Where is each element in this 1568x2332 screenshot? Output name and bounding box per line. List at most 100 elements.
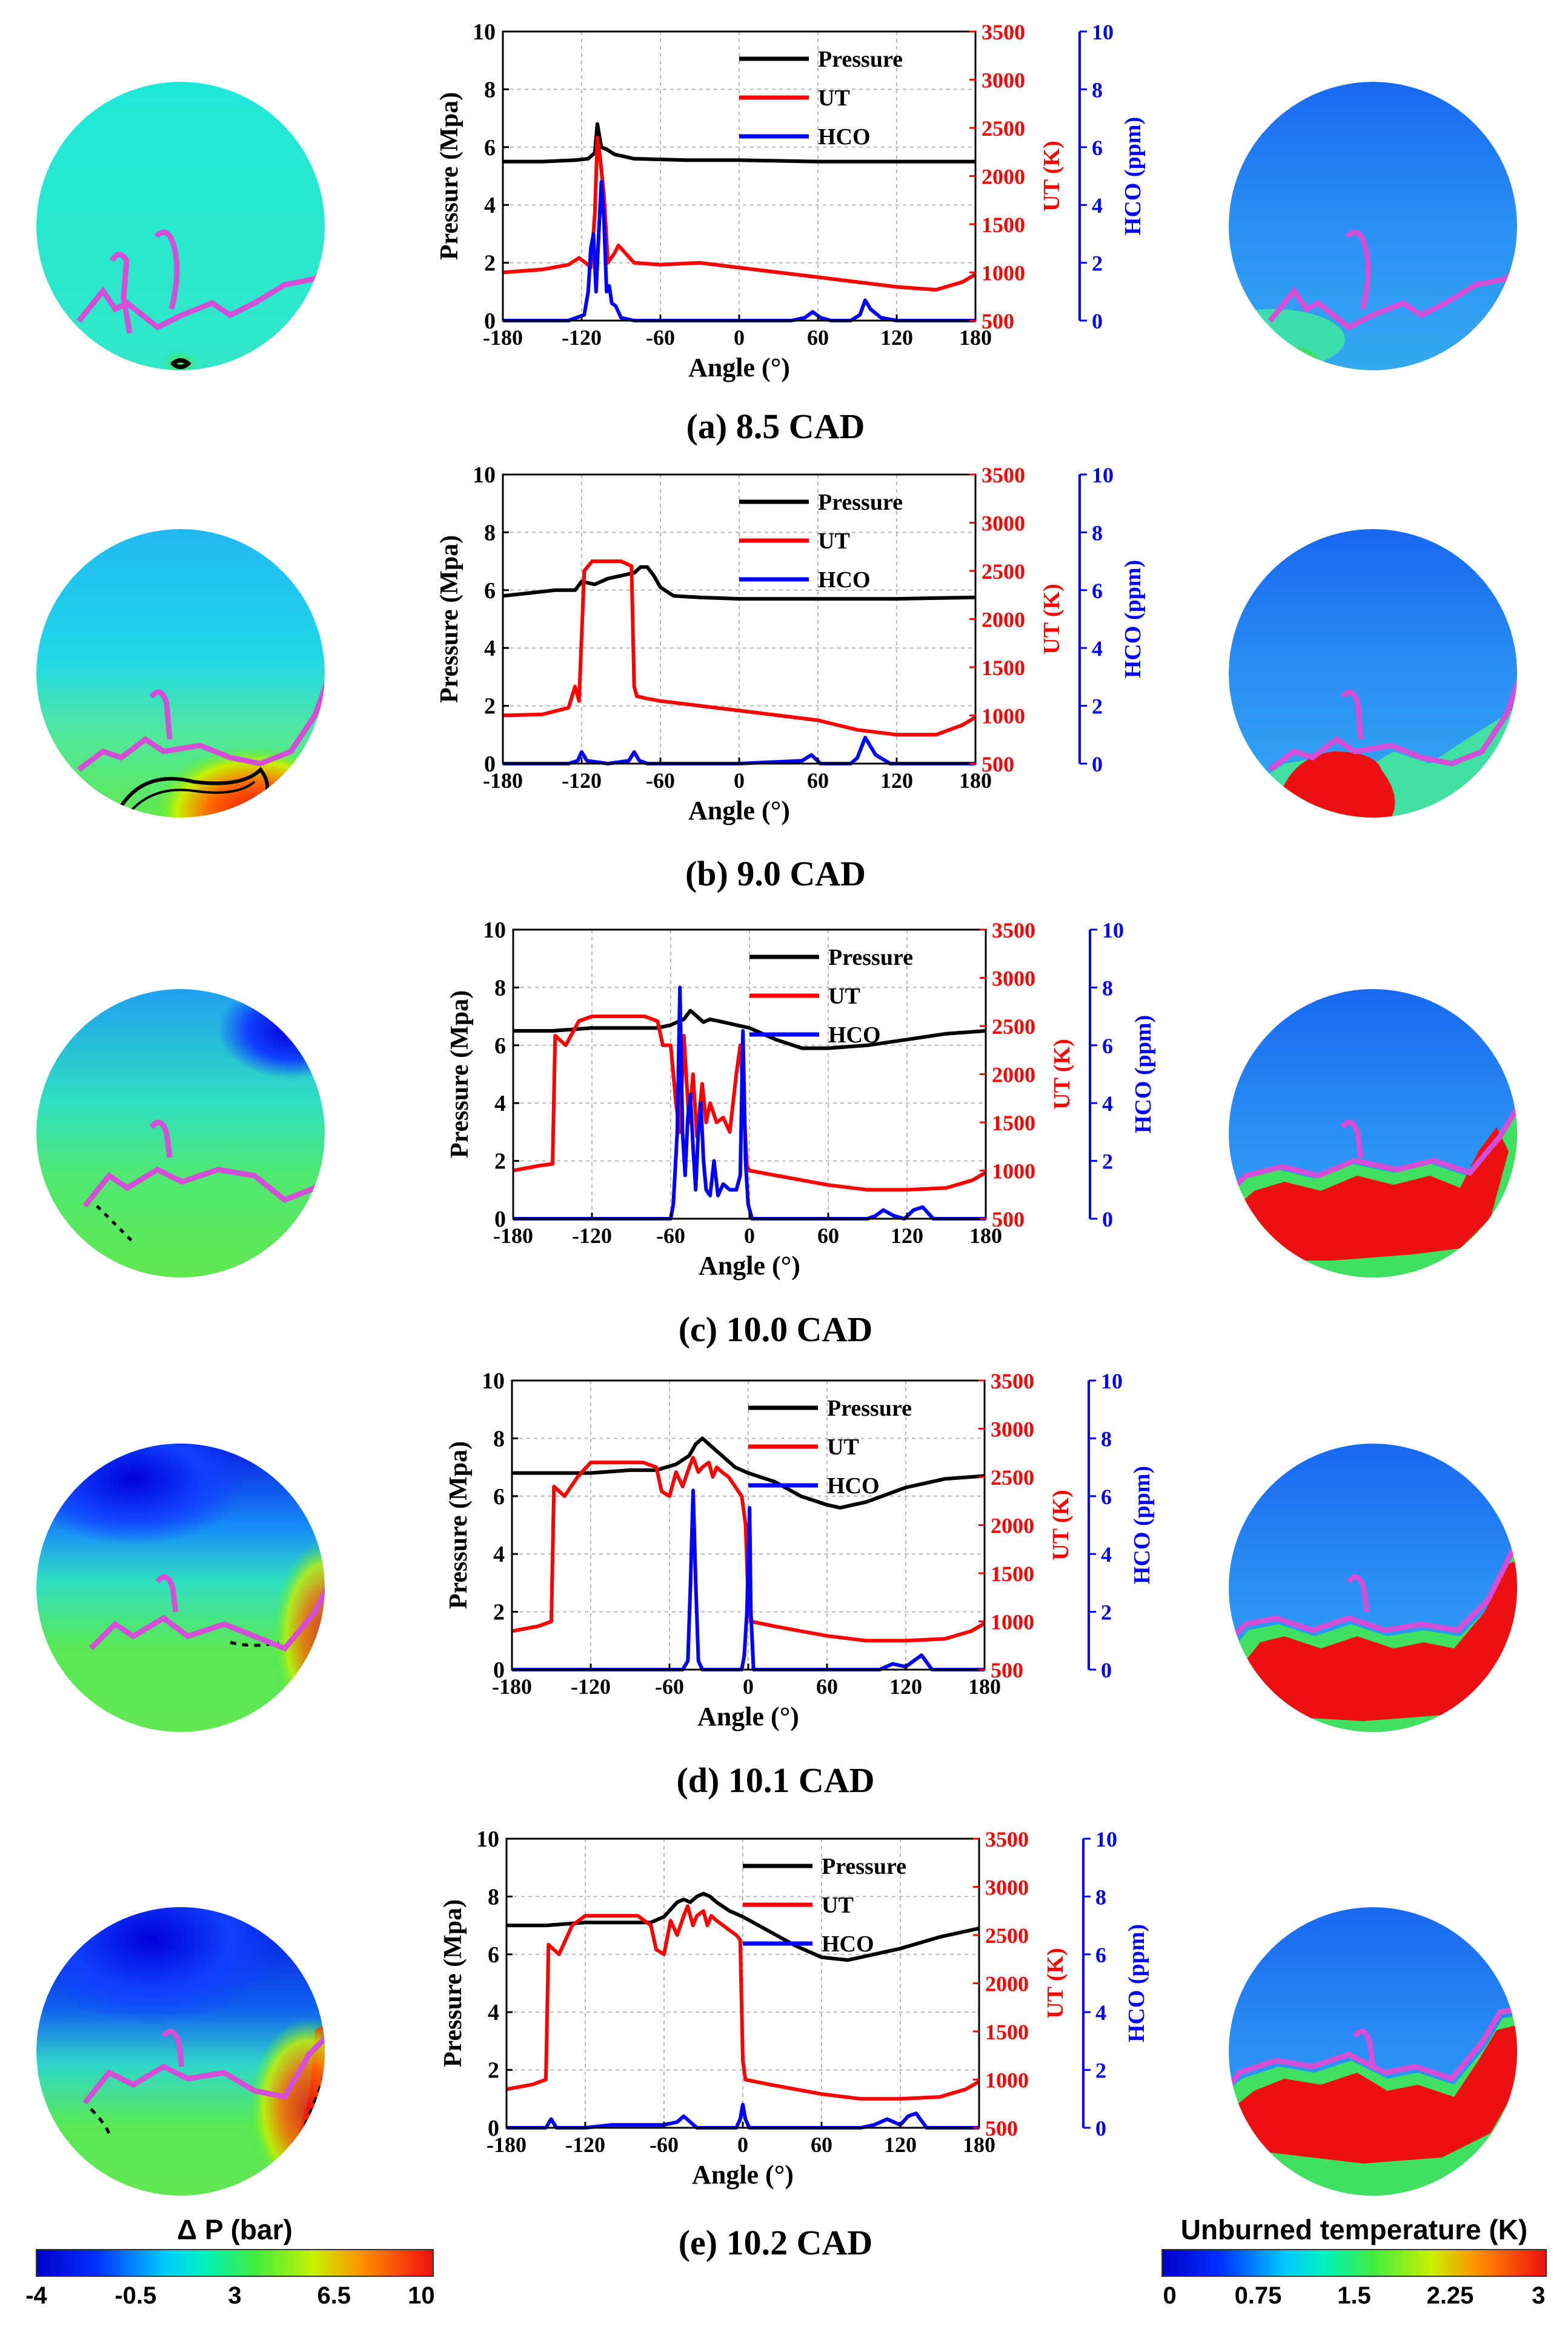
caption-c: (c) 10.0 CAD	[678, 1310, 873, 1349]
plot-frame	[512, 928, 987, 1220]
hco-tick-label: 0	[1092, 752, 1103, 776]
ut-tick-label: 2500	[992, 1014, 1035, 1039]
series-line-pressure	[507, 1891, 980, 1962]
pressure-contour-map-a	[36, 82, 325, 370]
ut-tick-label: 500	[992, 1207, 1025, 1231]
legend-label-ut: UT	[818, 85, 850, 111]
pressure-tick-label: 0	[484, 751, 496, 777]
hco-axis-label: HCO (ppm)	[1120, 117, 1146, 235]
hco-tick-label: 2	[1102, 1150, 1113, 1174]
x-tick-label: -180	[493, 1224, 533, 1248]
temperature-contour-map-d	[1229, 1444, 1517, 1732]
pressure-tick-label: 10	[473, 462, 496, 488]
hco-tick-label: 6	[1101, 1485, 1112, 1509]
pressure-tick-label: 10	[476, 1827, 499, 1852]
colorbar-right-ticks: 0 0.75 1.5 2.25 3	[1162, 2282, 1546, 2313]
ut-tick-label: 1500	[982, 656, 1025, 680]
x-tick-label: 180	[968, 1674, 1001, 1699]
caption-d: (d) 10.1 CAD	[676, 1761, 875, 1800]
pressure-axis-label: Pressure (Mpa)	[436, 92, 463, 260]
legend-label-ut: UT	[822, 1893, 854, 1918]
colorbar-left-ticks: -4 -0.5 3 6.5 10	[25, 2282, 435, 2313]
ut-tick-label: 1500	[992, 1111, 1035, 1135]
pressure-contour-map-b	[36, 529, 325, 818]
pressure-contour-map-e	[36, 1907, 325, 2196]
x-tick-label: 180	[963, 2133, 995, 2157]
pressure-axis-label: Pressure (Mpa)	[445, 1441, 473, 1609]
x-tick-label: 120	[880, 325, 913, 350]
colorbar-right	[1161, 2249, 1547, 2277]
hco-tick-label: 6	[1102, 1034, 1113, 1058]
x-tick-label: -180	[483, 768, 523, 793]
ut-tick-label: 3000	[982, 68, 1025, 93]
hco-tick-label: 2	[1092, 252, 1103, 276]
pressure-axis-label: Pressure (Mpa)	[439, 1899, 467, 2067]
series-line-hco	[503, 180, 975, 322]
hco-tick-label: 0	[1095, 2116, 1106, 2140]
legend-label-pressure: Pressure	[828, 945, 913, 970]
hco-axis-label: HCO (ppm)	[1124, 1924, 1149, 2042]
hco-tick-label: 10	[1101, 1369, 1123, 1393]
colorbar-left-tick: 6.5	[317, 2282, 351, 2309]
series-line-pressure	[503, 122, 975, 164]
x-tick-label: 120	[889, 1674, 922, 1699]
ut-tick-label: 3500	[991, 1369, 1034, 1393]
x-tick-label: 60	[807, 325, 829, 350]
x-tick-label: -60	[649, 2133, 679, 2157]
x-tick-label: 0	[737, 2133, 748, 2157]
legend-label-pressure: Pressure	[818, 490, 903, 515]
colorbar-right-tick: 2.25	[1426, 2282, 1474, 2309]
ut-tick-label: 2500	[982, 116, 1025, 141]
ut-tick-label: 2500	[991, 1465, 1034, 1490]
pressure-axis-label: Pressure (Mpa)	[436, 535, 463, 703]
colorbar-left-title: Δ P (bar)	[177, 2214, 293, 2245]
legend-label-pressure: Pressure	[818, 47, 903, 72]
x-tick-label: -120	[571, 1674, 611, 1699]
caption-b: (b) 9.0 CAD	[685, 854, 866, 893]
x-tick-label: -180	[487, 2133, 527, 2157]
hco-tick-label: 2	[1101, 1601, 1112, 1625]
ut-tick-label: 500	[985, 2116, 1018, 2140]
hco-tick-label: 4	[1102, 1091, 1113, 1116]
ut-tick-label: 3000	[985, 1876, 1029, 1900]
hco-tick-label: 0	[1101, 1658, 1112, 1682]
x-tick-label: 60	[816, 1674, 838, 1699]
ut-tick-label: 3500	[985, 1827, 1029, 1851]
pressure-tick-label: 2	[494, 1149, 506, 1174]
hco-tick-label: 8	[1092, 78, 1103, 102]
ut-tick-label: 2000	[982, 165, 1025, 189]
ut-tick-label: 3000	[982, 511, 1025, 536]
pressure-tick-label: 8	[484, 520, 496, 545]
x-tick-label: 180	[959, 768, 992, 793]
hco-tick-label: 2	[1095, 2059, 1106, 2083]
hco-tick-label: 0	[1102, 1207, 1113, 1231]
pressure-tick-label: 4	[484, 636, 496, 661]
colorbar-left-tick: 10	[408, 2282, 435, 2309]
hco-tick-label: 10	[1092, 463, 1114, 487]
pressure-tick-label: 0	[488, 2116, 499, 2141]
colorbar-right-tick: 0	[1163, 2282, 1177, 2309]
x-tick-label: -180	[483, 325, 523, 350]
x-tick-label: -120	[572, 1224, 612, 1248]
pressure-tick-label: 4	[488, 2000, 499, 2025]
pressure-tick-label: 10	[473, 19, 496, 45]
colorbar-right-tick: 3	[1532, 2282, 1546, 2309]
series-line-pressure	[513, 1008, 986, 1050]
legend-label-ut: UT	[828, 984, 860, 1009]
ut-tick-label: 500	[991, 1658, 1023, 1682]
colorbar-left-tick: -0.5	[115, 2282, 157, 2309]
pressure-tick-label: 8	[488, 1884, 499, 1910]
ut-tick-label: 500	[982, 752, 1014, 776]
hco-axis-label: HCO (ppm)	[1131, 1015, 1156, 1133]
x-tick-label: 120	[880, 768, 913, 793]
ut-axis-label: UT (K)	[1043, 1948, 1068, 2018]
x-tick-label: 0	[734, 768, 745, 793]
legend-label-ut: UT	[827, 1434, 859, 1460]
pressure-tick-label: 4	[484, 193, 496, 218]
colorbar-left	[36, 2249, 434, 2277]
x-tick-label: -120	[565, 2133, 605, 2157]
